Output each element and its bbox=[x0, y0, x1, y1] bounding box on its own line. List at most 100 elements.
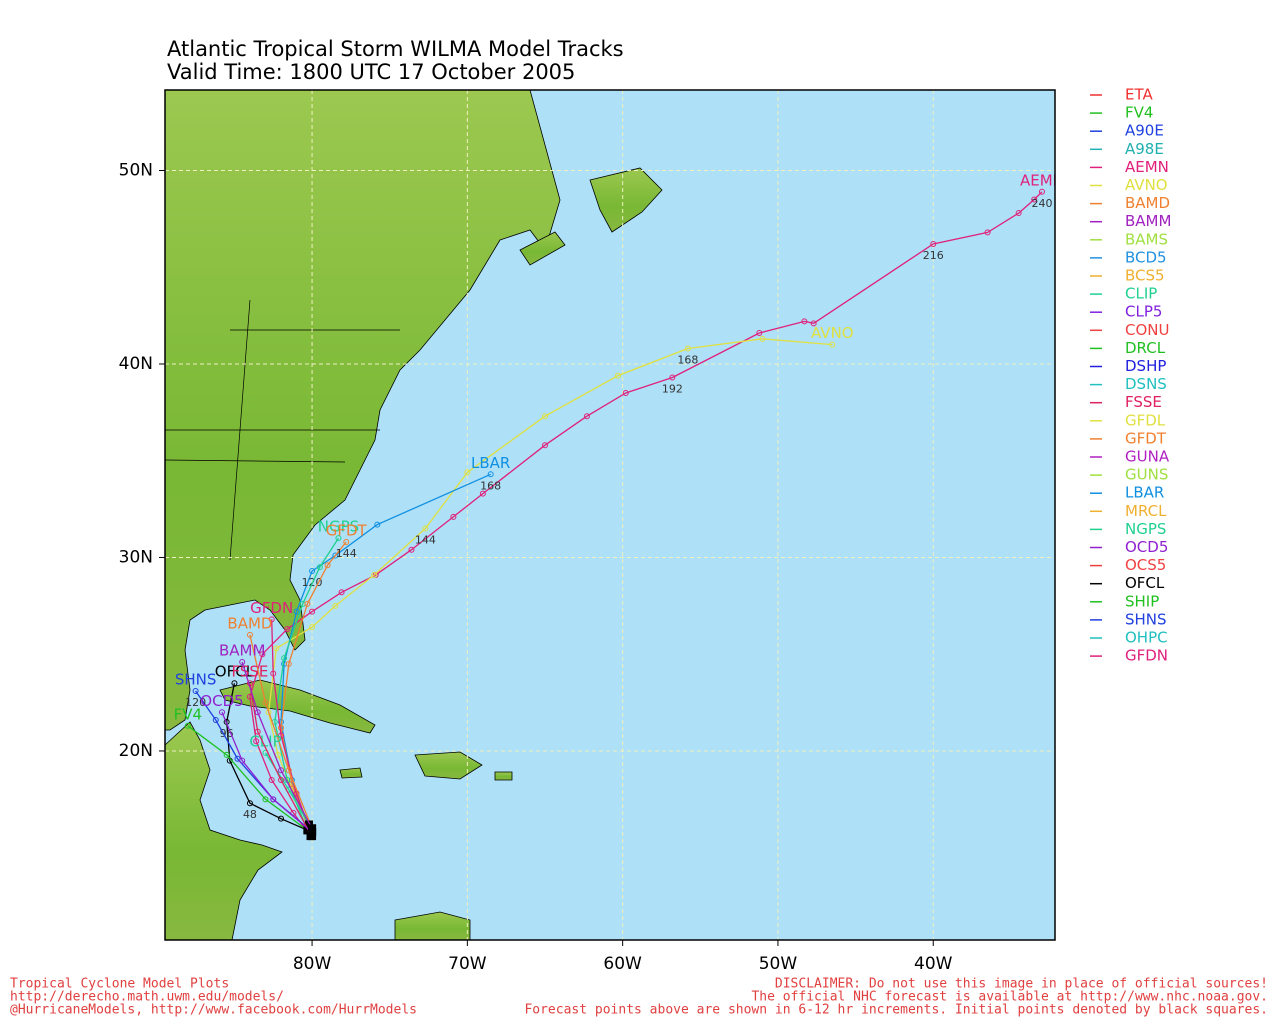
track-name: LBAR bbox=[471, 454, 510, 472]
legend-label: LBAR bbox=[1125, 484, 1164, 502]
track-point bbox=[542, 413, 549, 420]
track-point bbox=[309, 608, 316, 615]
track-name: AEMN bbox=[1020, 171, 1064, 189]
legend-label: A98E bbox=[1125, 140, 1164, 158]
track-line bbox=[221, 712, 313, 833]
track-point bbox=[246, 800, 253, 807]
forecast-hour: 48 bbox=[243, 808, 257, 821]
track-point bbox=[284, 626, 291, 633]
track-point bbox=[192, 687, 199, 694]
track-line bbox=[249, 634, 313, 829]
legend-label: GUNA bbox=[1125, 448, 1170, 466]
track-point bbox=[254, 728, 261, 735]
track-name: OFCL bbox=[215, 663, 255, 681]
forecast-hour: 144 bbox=[415, 533, 436, 546]
track-point bbox=[332, 602, 339, 609]
track-name: CLIP bbox=[249, 732, 281, 750]
forecast-hour: 168 bbox=[677, 354, 698, 367]
legend-label: DSHP bbox=[1125, 357, 1166, 375]
track-point bbox=[984, 229, 991, 236]
track-point bbox=[464, 469, 471, 476]
x-tick-label: 80W bbox=[293, 954, 332, 974]
forecast-hour: 96 bbox=[220, 727, 234, 740]
track-point bbox=[422, 525, 429, 532]
track-point bbox=[293, 608, 300, 615]
track-point bbox=[270, 670, 277, 677]
y-tick-label: 50N bbox=[119, 160, 153, 180]
forecast-hour: 240 bbox=[1031, 197, 1052, 210]
track-point bbox=[756, 330, 763, 337]
track-point bbox=[231, 680, 238, 687]
legend-label: CLP5 bbox=[1125, 303, 1162, 321]
track-point bbox=[684, 345, 691, 352]
footer-right: Forecast points above are shown in 6-12 … bbox=[524, 1003, 1268, 1018]
subtitle: Valid Time: 1800 UTC 17 October 2005 bbox=[167, 60, 575, 84]
track-point bbox=[335, 535, 342, 542]
track-name: SHNS bbox=[175, 670, 217, 688]
legend-label: BAMD bbox=[1125, 194, 1170, 212]
track-point bbox=[262, 796, 269, 803]
x-tick-label: 40W bbox=[914, 954, 953, 974]
track-point bbox=[262, 699, 269, 706]
track-point bbox=[270, 796, 277, 803]
legend-label: FSSE bbox=[1125, 393, 1162, 411]
track-point bbox=[212, 717, 219, 724]
legend-label: GFDT bbox=[1125, 429, 1167, 447]
legend-label: BAMS bbox=[1125, 230, 1168, 248]
track-point bbox=[371, 571, 378, 578]
legend-label: DRCL bbox=[1125, 339, 1166, 357]
legend-label: CONU bbox=[1125, 321, 1169, 339]
track-point bbox=[239, 658, 246, 665]
borders bbox=[165, 299, 400, 561]
title: Atlantic Tropical Storm WILMA Model Trac… bbox=[167, 37, 624, 61]
y-tick-label: 20N bbox=[119, 741, 153, 761]
legend-label: OFCL bbox=[1125, 574, 1165, 592]
legend-label: FV4 bbox=[1125, 104, 1153, 122]
track-point bbox=[304, 600, 311, 607]
track-line bbox=[274, 537, 340, 831]
track-name: NGPS bbox=[318, 518, 359, 536]
legend-label: GFDN bbox=[1125, 647, 1168, 665]
track-point bbox=[239, 757, 246, 764]
track-point bbox=[332, 552, 339, 559]
y-tick-label: 30N bbox=[119, 547, 153, 567]
x-tick-label: 50W bbox=[759, 954, 798, 974]
track-line bbox=[280, 541, 347, 835]
track-point bbox=[759, 335, 766, 342]
track-point bbox=[268, 776, 275, 783]
legend-label: GUNS bbox=[1125, 466, 1168, 484]
forecast-hour: 144 bbox=[336, 547, 357, 560]
track-line bbox=[249, 191, 1043, 837]
track-point bbox=[309, 568, 316, 575]
track-name: BAMD bbox=[227, 614, 272, 632]
track-point bbox=[184, 722, 191, 729]
track-point bbox=[278, 724, 285, 731]
track-point bbox=[583, 413, 590, 420]
footer-right: The official NHC forecast is available a… bbox=[751, 990, 1268, 1005]
track-point bbox=[614, 372, 621, 379]
track-name: GFDN bbox=[250, 599, 293, 617]
legend-label: BAMM bbox=[1125, 212, 1171, 230]
forecast-hour: 192 bbox=[662, 383, 683, 396]
legend-label: OHPC bbox=[1125, 629, 1168, 647]
track-point bbox=[278, 776, 285, 783]
track-point bbox=[309, 624, 316, 631]
track-point bbox=[622, 390, 629, 397]
track-point bbox=[338, 589, 345, 596]
track-point bbox=[450, 513, 457, 520]
legend-label: SHIP bbox=[1125, 592, 1159, 610]
track-name: FV4 bbox=[174, 705, 202, 723]
track-point bbox=[408, 546, 415, 553]
x-tick-label: 70W bbox=[448, 954, 487, 974]
track-point bbox=[930, 241, 937, 248]
track-point bbox=[278, 767, 285, 774]
track-point bbox=[479, 490, 486, 497]
x-tick-label: 60W bbox=[603, 954, 642, 974]
track-point bbox=[285, 660, 292, 667]
footer-left: @HurricaneModels, http://www.facebook.co… bbox=[10, 1003, 417, 1018]
legend-label: OCD5 bbox=[1125, 538, 1168, 556]
track-point bbox=[268, 616, 275, 623]
plot-frame bbox=[164, 89, 1056, 941]
track-point bbox=[374, 521, 381, 528]
track-point bbox=[253, 738, 260, 745]
